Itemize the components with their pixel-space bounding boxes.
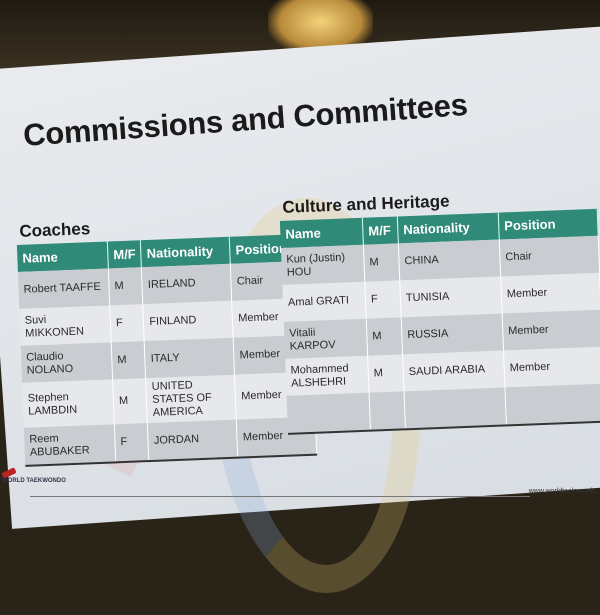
nationality-cell: UNITED STATES OF AMERICA: [145, 374, 237, 424]
name-cell: Kun (Justin) HOU: [280, 244, 365, 285]
name-cell: Suvi MIKKONEN: [19, 305, 112, 346]
gender-cell: [369, 391, 406, 431]
footer-logo: WORLD TAEKWONDO: [2, 478, 66, 484]
nationality-cell: [404, 387, 507, 430]
divider: [30, 496, 530, 497]
position-cell: Chair: [499, 235, 600, 277]
nationality-cell: FINLAND: [143, 300, 234, 342]
nationality-cell: RUSSIA: [401, 313, 504, 355]
name-cell: Robert TAAFFE: [17, 268, 110, 309]
nationality-cell: SAUDI ARABIA: [402, 350, 505, 392]
culture-heritage-section: Culture and Heritage Name M/F Nationalit…: [279, 186, 600, 435]
gender-cell: M: [366, 317, 403, 356]
position-cell: [504, 383, 600, 426]
name-cell: [286, 392, 371, 434]
gender-cell: M: [111, 341, 146, 380]
footer-url: www.worldtaekwondo.: [528, 488, 598, 495]
gender-cell: F: [114, 423, 150, 463]
column-header: Name: [279, 217, 364, 248]
nationality-cell: CHINA: [398, 239, 501, 281]
name-cell: Vitalii KARPOV: [283, 318, 368, 359]
gender-cell: F: [364, 280, 402, 319]
coaches-section: Coaches Name M/F Nationality Position Ro…: [16, 211, 318, 467]
column-header: Name: [16, 241, 109, 272]
gender-cell: M: [112, 378, 148, 425]
gender-cell: M: [367, 354, 405, 393]
name-cell: Reem ABUBAKER: [23, 424, 116, 466]
nationality-cell: JORDAN: [147, 419, 239, 462]
name-cell: Mohammed ALSHEHRI: [285, 355, 370, 396]
nationality-cell: IRELAND: [141, 263, 233, 305]
coaches-table: Name M/F Nationality Position Robert TAA…: [16, 233, 318, 467]
nationality-cell: TUNISIA: [399, 276, 503, 318]
gender-cell: M: [363, 243, 400, 282]
position-cell: Member: [502, 309, 600, 351]
name-cell: Claudio NOLANO: [20, 342, 113, 383]
culture-heritage-table: Name M/F Nationality Position Kun (Justi…: [279, 208, 600, 435]
nationality-cell: ITALY: [144, 337, 235, 379]
name-cell: Stephen LAMBDIN: [22, 379, 115, 428]
position-cell: Member: [500, 272, 600, 314]
gender-cell: M: [108, 267, 144, 306]
column-header: Nationality: [397, 212, 500, 244]
gender-cell: F: [109, 304, 145, 343]
name-cell: Amal GRATI: [282, 281, 367, 322]
column-header: M/F: [362, 216, 399, 245]
column-header: Nationality: [140, 236, 231, 268]
column-header: Position: [498, 208, 599, 240]
column-header: M/F: [107, 240, 142, 269]
position-cell: Member: [503, 346, 600, 388]
